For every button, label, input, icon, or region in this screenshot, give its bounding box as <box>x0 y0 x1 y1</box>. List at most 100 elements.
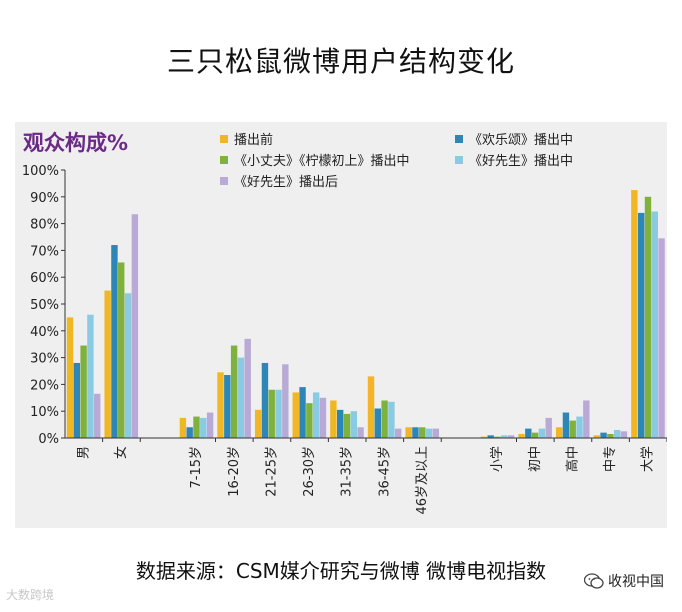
bar <box>186 427 193 438</box>
legend: 播出前 《欢乐颂》播出中《小丈夫》《柠檬初上》播出中 《好先生》播出中《好先生》播出… <box>220 132 573 190</box>
watermark-left-text: 大数跨境 <box>6 588 55 602</box>
chart-title: 观众构成% <box>23 131 128 155</box>
bar <box>374 408 382 438</box>
bar <box>94 393 101 438</box>
bar <box>306 403 313 438</box>
bar <box>531 432 539 438</box>
x-tick-label: 女 <box>113 446 129 459</box>
bar <box>651 211 658 438</box>
x-tick-label: 21-25岁 <box>264 446 279 497</box>
bar <box>357 427 364 438</box>
bar <box>336 409 344 438</box>
legend-swatch <box>455 156 463 164</box>
bar <box>419 427 426 438</box>
y-tick-label: 90% <box>30 191 59 206</box>
bar <box>412 427 419 438</box>
y-tick-label: 40% <box>30 325 59 340</box>
x-tick-label: 7-15岁 <box>189 446 204 489</box>
bar <box>555 427 563 438</box>
y-tick-label: 50% <box>30 298 59 313</box>
x-tick-label: 16-20岁 <box>227 446 242 497</box>
y-tick-label: 60% <box>30 271 59 286</box>
x-tick-label: 男 <box>76 446 91 459</box>
bar <box>658 238 665 438</box>
bar <box>613 429 621 438</box>
legend-swatch <box>455 135 463 143</box>
bar <box>593 435 600 438</box>
bar <box>501 435 508 438</box>
x-tick-label: 小学 <box>489 446 505 472</box>
bar <box>200 417 207 438</box>
bar <box>179 417 187 438</box>
bar <box>487 435 494 438</box>
bar <box>538 428 546 438</box>
wechat-icon <box>584 573 604 589</box>
x-tick-label: 36-45岁 <box>377 446 392 497</box>
x-tick-label: 46岁及以上 <box>415 446 430 515</box>
bar <box>631 190 638 438</box>
bar <box>381 400 388 438</box>
x-axis: 男 女 7-15岁 16-20岁 21-25岁 26-30岁 31-35岁 36-45岁 46岁… <box>65 437 667 515</box>
page-title: 三只松鼠微博用户结构变化 <box>166 45 515 78</box>
legend-label: 播出前 <box>234 132 273 148</box>
bar <box>230 345 238 438</box>
bar <box>562 412 570 438</box>
bar <box>330 400 337 438</box>
bar <box>111 245 118 438</box>
legend-swatch <box>220 177 228 185</box>
y-tick-label: 20% <box>30 378 59 393</box>
x-tick-label: 31-35岁 <box>340 446 355 497</box>
bar <box>73 362 81 438</box>
bar <box>312 392 320 438</box>
bar <box>282 364 289 438</box>
bar <box>237 357 245 438</box>
bar <box>244 338 251 438</box>
bar <box>193 416 200 438</box>
bar <box>261 362 269 438</box>
bar <box>405 427 412 438</box>
bar <box>545 417 552 438</box>
legend-label: 《欢乐颂》播出中 <box>469 133 573 148</box>
y-tick-label: 0% <box>38 432 59 447</box>
y-tick-label: 80% <box>30 218 59 233</box>
bar <box>254 409 262 438</box>
bar <box>80 345 87 438</box>
watermark-left: 大数跨境 <box>6 586 54 603</box>
bar <box>367 376 375 438</box>
bar <box>319 397 327 438</box>
bar <box>217 372 224 438</box>
y-tick-label: 100% <box>22 164 59 179</box>
bar <box>104 290 111 438</box>
bar <box>507 435 515 438</box>
x-tick-label: 大学 <box>640 446 656 472</box>
bar <box>350 411 357 438</box>
bar <box>87 314 94 438</box>
x-tick-label: 26-30岁 <box>302 446 317 497</box>
x-tick-label: 中专 <box>603 446 618 472</box>
bar <box>600 432 607 438</box>
bar <box>292 392 299 438</box>
legend-label: 《好先生》播出后 <box>234 175 338 190</box>
bar <box>131 214 139 438</box>
bar <box>569 420 576 438</box>
bar <box>118 262 125 438</box>
y-tick-label: 70% <box>30 244 59 259</box>
legend-label: 《小丈夫》《柠檬初上》播出中 <box>234 154 410 169</box>
y-tick-label: 10% <box>30 405 59 420</box>
bar <box>124 293 132 438</box>
y-axis: 0% 10% 20% 30% 40% 50% 60% 70% 80% 90% 100% <box>22 164 66 447</box>
bar <box>343 413 351 438</box>
bar <box>66 317 74 438</box>
y-tick-label: 30% <box>30 352 59 367</box>
bar <box>388 401 395 438</box>
bar <box>607 433 614 438</box>
bar <box>494 436 501 438</box>
bar <box>395 428 402 438</box>
legend-label: 《好先生》播出中 <box>469 154 573 169</box>
bar <box>525 428 532 438</box>
bar <box>268 389 275 438</box>
bar <box>620 431 628 438</box>
x-tick-label: 高中 <box>564 446 580 472</box>
bar <box>275 389 282 438</box>
x-tick-label: 初中 <box>528 446 543 472</box>
